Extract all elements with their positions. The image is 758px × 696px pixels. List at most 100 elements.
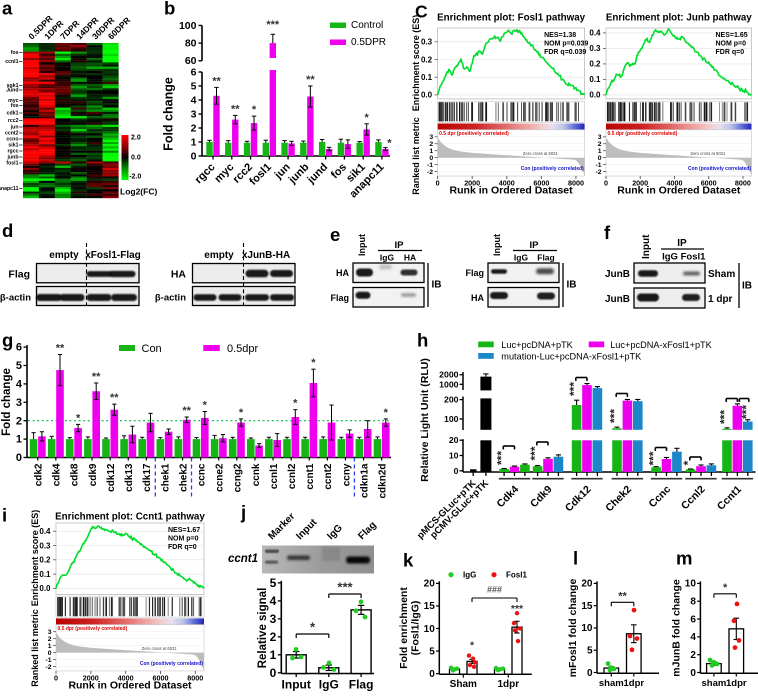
svg-text:8: 8 xyxy=(690,597,696,608)
svg-text:β-actin: β-actin xyxy=(155,293,186,304)
svg-text:FDR q=0.039: FDR q=0.039 xyxy=(544,49,586,56)
svg-text:Enrichment score (ES): Enrichment score (ES) xyxy=(411,15,421,112)
svg-text:15: 15 xyxy=(581,601,593,612)
svg-text:Enrichment plot: Ccnt1 pathway: Enrichment plot: Ccnt1 pathway xyxy=(55,512,205,523)
svg-text:80: 80 xyxy=(185,38,197,50)
svg-text:*: * xyxy=(252,104,257,116)
svg-text:15: 15 xyxy=(424,601,436,612)
svg-text:cdk1: cdk1 xyxy=(7,111,19,117)
svg-text:0.2: 0.2 xyxy=(421,55,433,64)
svg-text:h: h xyxy=(417,330,428,351)
svg-text:**: ** xyxy=(182,405,191,417)
svg-text:IgG: IgG xyxy=(319,677,339,691)
svg-text:IgG: IgG xyxy=(514,253,529,263)
svg-text:*: * xyxy=(310,620,316,635)
svg-text:IB: IB xyxy=(432,280,442,291)
svg-text:-1: -1 xyxy=(427,162,433,169)
svg-text:Enrichment plot: Fosl1 pathway: Enrichment plot: Fosl1 pathway xyxy=(437,13,586,24)
svg-text:200: 200 xyxy=(444,395,459,405)
svg-text:HA: HA xyxy=(171,269,187,281)
svg-text:rgcc: rgcc xyxy=(8,149,19,155)
svg-text:***: *** xyxy=(739,405,753,419)
svg-text:Fosl1: Fosl1 xyxy=(681,252,707,263)
svg-text:0: 0 xyxy=(429,669,435,680)
svg-text:l: l xyxy=(573,548,578,569)
svg-text:ccnt1: ccnt1 xyxy=(305,463,316,490)
svg-text:**: ** xyxy=(212,75,221,87)
svg-text:xFosl1-Flag: xFosl1-Flag xyxy=(85,250,141,261)
svg-text:Enrichment plot: Junb pathway: Enrichment plot: Junb pathway xyxy=(606,13,752,24)
svg-text:**: ** xyxy=(92,371,101,383)
svg-text:0: 0 xyxy=(454,466,459,476)
svg-text:0.3: 0.3 xyxy=(589,44,601,53)
svg-text:8000: 8000 xyxy=(735,179,751,188)
svg-text:***: *** xyxy=(337,580,353,595)
svg-text:1dpr: 1dpr xyxy=(497,679,519,690)
svg-text:1dpr: 1dpr xyxy=(726,678,747,689)
svg-text:60: 60 xyxy=(185,55,197,67)
svg-text:100: 100 xyxy=(179,20,197,32)
svg-text:IB: IB xyxy=(742,281,752,292)
svg-text:0.1: 0.1 xyxy=(589,75,601,84)
svg-text:1 dpr: 1 dpr xyxy=(708,294,733,305)
svg-text:NES=1.38: NES=1.38 xyxy=(544,32,576,39)
svg-text:3: 3 xyxy=(598,134,602,141)
svg-text:Relative signal: Relative signal xyxy=(257,588,269,669)
svg-text:20: 20 xyxy=(581,579,593,590)
svg-text:i: i xyxy=(2,505,7,526)
svg-text:(Fosl1/IgG): (Fosl1/IgG) xyxy=(410,601,422,656)
svg-text:HA: HA xyxy=(404,253,416,263)
svg-text:ccnl2: ccnl2 xyxy=(287,463,298,489)
svg-text:0.4: 0.4 xyxy=(39,527,51,536)
svg-text:ccnc: ccnc xyxy=(197,463,208,486)
svg-text:Flag: Flag xyxy=(349,677,374,691)
svg-text:empty: empty xyxy=(204,250,234,261)
svg-text:junb: junb xyxy=(7,155,19,161)
svg-text:2: 2 xyxy=(48,636,52,643)
svg-text:empty: empty xyxy=(49,250,79,261)
svg-text:*: * xyxy=(76,412,81,424)
svg-text:*: * xyxy=(203,400,208,412)
svg-text:Ranked list metric: Ranked list metric xyxy=(30,609,40,687)
svg-text:ccne2: ccne2 xyxy=(215,463,226,492)
svg-text:1000: 1000 xyxy=(439,379,458,389)
svg-text:-2: -2 xyxy=(595,169,601,176)
svg-text:2: 2 xyxy=(429,141,433,148)
svg-text:Log2(FC): Log2(FC) xyxy=(120,187,157,197)
svg-text:Fold change: Fold change xyxy=(162,77,176,151)
svg-text:***: *** xyxy=(511,603,524,615)
svg-text:sik1: sik1 xyxy=(8,143,18,149)
svg-text:2000: 2000 xyxy=(464,179,480,188)
svg-text:ccny: ccny xyxy=(341,463,352,486)
svg-text:Jund: Jund xyxy=(6,88,18,94)
svg-text:xJunB-HA: xJunB-HA xyxy=(242,250,290,261)
svg-text:β-actin: β-actin xyxy=(0,293,31,304)
svg-text:mFosl1 fold change: mFosl1 fold change xyxy=(567,579,579,678)
svg-text:f: f xyxy=(604,222,611,243)
svg-text:0: 0 xyxy=(598,155,602,162)
svg-text:***: *** xyxy=(495,451,509,465)
svg-text:sgk1: sgk1 xyxy=(7,83,19,89)
svg-text:*: * xyxy=(723,582,728,594)
svg-text:Runk in Ordered Dataset: Runk in Ordered Dataset xyxy=(450,185,574,197)
svg-text:Zero cross at 6031: Zero cross at 6031 xyxy=(690,151,726,156)
svg-text:4: 4 xyxy=(191,94,197,106)
svg-text:0.1: 0.1 xyxy=(39,570,51,579)
svg-text:ccnk: ccnk xyxy=(251,463,262,486)
svg-text:0: 0 xyxy=(429,155,433,162)
svg-text:0.5DPR: 0.5DPR xyxy=(351,37,386,48)
svg-text:JunB: JunB xyxy=(605,269,630,280)
svg-text:Con: Con xyxy=(142,343,162,355)
svg-text:**: ** xyxy=(56,343,65,355)
svg-text:0.3: 0.3 xyxy=(39,541,51,550)
svg-text:***: *** xyxy=(266,19,280,31)
svg-text:0: 0 xyxy=(191,150,197,162)
svg-text:6000: 6000 xyxy=(153,674,169,683)
svg-text:0: 0 xyxy=(270,666,277,680)
svg-text:*: * xyxy=(311,357,316,369)
svg-text:1: 1 xyxy=(191,136,197,148)
svg-text:6000: 6000 xyxy=(533,179,549,188)
svg-text:3: 3 xyxy=(191,108,197,120)
svg-text:5: 5 xyxy=(270,576,277,590)
svg-text:sham: sham xyxy=(701,678,726,689)
